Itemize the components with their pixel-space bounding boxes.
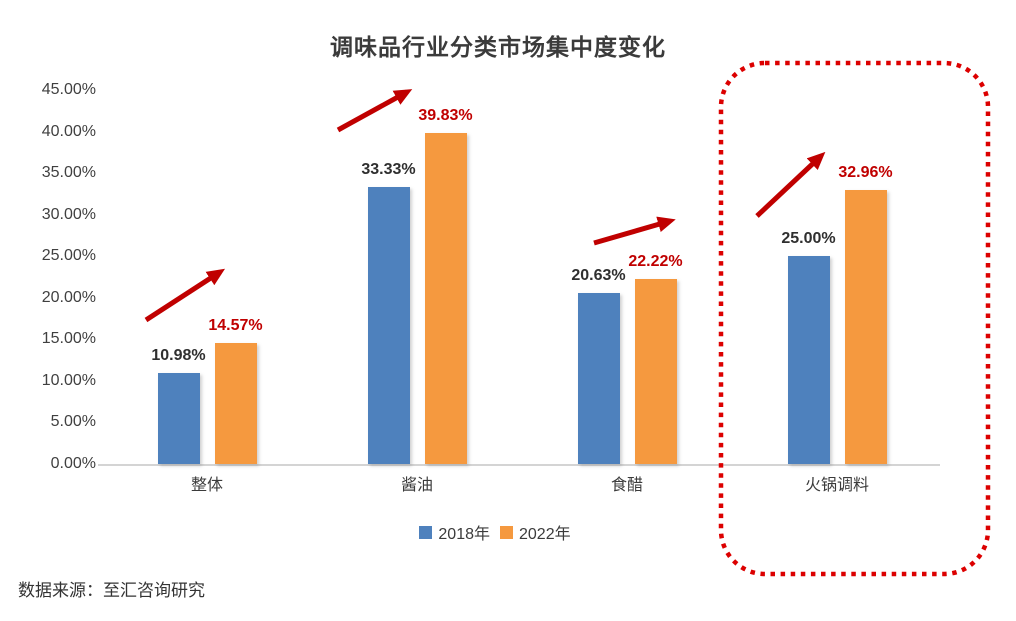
category-label-火锅调料: 火锅调料 [804, 477, 870, 494]
value-label-2018年-酱油: 33.33% [361, 160, 416, 178]
legend-item-2018: 2018年 [419, 520, 490, 544]
legend-item-2022: 2022年 [500, 520, 571, 544]
y-axis-tick-label: 30.00% [41, 205, 96, 223]
legend: 2018年 2022年 [0, 520, 1016, 544]
y-axis-tick-label: 20.00% [41, 288, 96, 306]
value-label-2022年-食醋: 22.22% [628, 253, 683, 271]
trend-arrow-icon [336, 89, 413, 133]
bar-2018年-火锅调料 [787, 256, 830, 464]
value-label-2022年-酱油: 39.83% [418, 106, 473, 124]
bar-2018年-食醋 [577, 292, 620, 464]
x-axis-line [98, 464, 940, 466]
trend-arrow-icon [593, 216, 676, 246]
value-label-2018年-火锅调料: 25.00% [781, 230, 836, 248]
bar-2022年-火锅调料 [844, 190, 887, 464]
category-label-食醋: 食醋 [610, 477, 644, 494]
bar-2022年-酱油 [424, 132, 467, 464]
y-axis-tick-label: 5.00% [50, 413, 96, 431]
trend-arrow-icon [144, 268, 226, 323]
chart-title: 调味品行业分类市场集中度变化 [330, 34, 666, 60]
bar-2022年-整体 [214, 342, 257, 464]
y-axis-tick-label: 40.00% [41, 122, 96, 140]
y-axis-tick-label: 35.00% [41, 164, 96, 182]
bar-2018年-整体 [157, 372, 200, 464]
bar-2022年-食醋 [634, 279, 677, 464]
value-label-2018年-整体: 10.98% [151, 346, 206, 364]
value-label-2022年-火锅调料: 32.96% [838, 164, 893, 182]
legend-label-2018: 2018年 [438, 526, 490, 543]
legend-label-2022: 2022年 [519, 526, 571, 543]
y-axis-tick-label: 45.00% [41, 81, 96, 98]
y-axis-tick-label: 0.00% [50, 455, 96, 472]
y-axis-tick-label: 15.00% [41, 330, 96, 348]
legend-swatch-2022-icon [500, 525, 513, 539]
value-label-2018年-食醋: 20.63% [571, 266, 626, 284]
trend-arrows [144, 89, 826, 323]
bar-2018年-酱油 [367, 186, 410, 464]
y-axis-tick-label: 10.00% [41, 371, 96, 389]
category-label-酱油: 酱油 [400, 477, 434, 494]
trend-arrow-icon [755, 151, 826, 218]
y-axis-tick-label: 25.00% [41, 247, 96, 265]
value-label-2022年-整体: 14.57% [208, 316, 263, 334]
legend-swatch-2018-icon [419, 525, 433, 539]
source-note: 数据来源：至汇咨询研究 [18, 581, 205, 600]
category-label-整体: 整体 [190, 477, 224, 494]
